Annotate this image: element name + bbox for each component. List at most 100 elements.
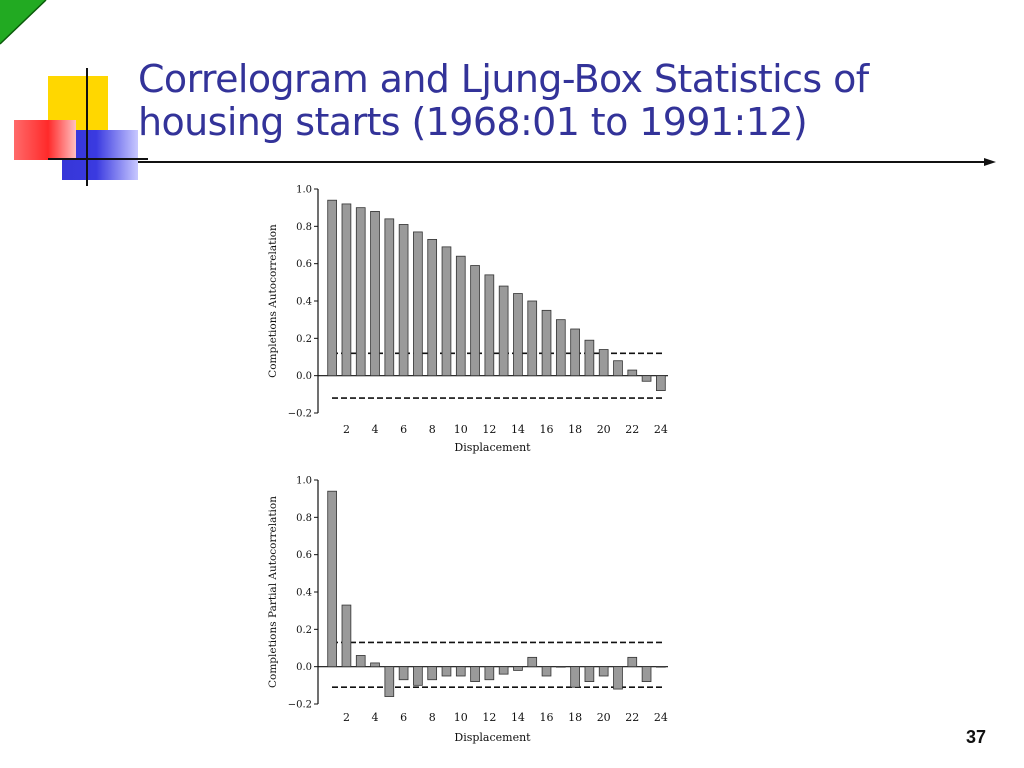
bar-lag-5 — [384, 666, 395, 697]
x-tick-label: 12 — [482, 711, 496, 724]
bar-lag-14 — [513, 666, 523, 671]
bar-lag-21 — [613, 666, 623, 690]
y-tick-label: 0.8 — [296, 222, 312, 233]
y-tick-label: 0.2 — [296, 625, 312, 636]
x-axis-label: Displacement — [454, 731, 531, 744]
corner-triangle-decoration — [0, 0, 47, 45]
bar-lag-9 — [441, 246, 452, 377]
y-tick-label: −0.2 — [288, 409, 312, 420]
y-tick-label: 0.0 — [296, 371, 312, 382]
bar-lag-4 — [370, 662, 380, 668]
y-tick-label: 0.6 — [296, 550, 312, 561]
bar-lag-15 — [527, 300, 538, 377]
bar-lag-12 — [484, 666, 495, 681]
x-tick-label: 4 — [372, 423, 379, 436]
bar-lag-24 — [656, 666, 666, 668]
bar-lag-8 — [427, 238, 438, 377]
bar-lag-24 — [656, 375, 666, 391]
x-tick-label: 8 — [429, 423, 436, 436]
y-tick-label: 0.4 — [296, 588, 312, 599]
y-tick-label: 0.2 — [296, 334, 312, 345]
y-tick-label: 0.0 — [296, 662, 312, 673]
bar-lag-10 — [455, 666, 466, 677]
bar-lag-10 — [455, 255, 466, 377]
bar-lag-2 — [341, 203, 352, 377]
bar-lag-1 — [327, 199, 337, 377]
bar-lag-18 — [570, 666, 580, 688]
x-tick-label: 6 — [400, 711, 407, 724]
bar-lag-9 — [441, 666, 452, 677]
x-tick-label: 20 — [597, 423, 611, 436]
bar-lag-1 — [327, 490, 337, 668]
bar-lag-6 — [398, 224, 409, 377]
bar-lag-22 — [627, 656, 638, 668]
x-tick-label: 18 — [568, 423, 582, 436]
bar-lag-12 — [484, 274, 495, 377]
y-tick-label: 1.0 — [296, 185, 312, 196]
bar-lag-15 — [527, 656, 538, 668]
title-underline-arrow — [138, 158, 996, 166]
bar-lag-7 — [413, 666, 423, 686]
x-tick-label: 14 — [511, 711, 525, 724]
bar-lag-5 — [384, 218, 395, 377]
slide-title: Correlogram and Ljung-Box Statistics of … — [138, 57, 869, 144]
bar-lag-8 — [427, 666, 438, 681]
bar-lag-23 — [641, 666, 652, 683]
x-tick-label: 8 — [429, 711, 436, 724]
red-square-decoration — [14, 120, 76, 160]
x-tick-label: 18 — [568, 711, 582, 724]
x-tick-label: 2 — [343, 423, 350, 436]
page-number: 37 — [965, 727, 986, 747]
x-axis-label: Displacement — [454, 441, 531, 454]
y-tick-label: 0.4 — [296, 297, 312, 308]
bar-lag-2 — [341, 604, 352, 668]
x-tick-label: 24 — [654, 423, 668, 436]
y-tick-label: −0.2 — [288, 700, 312, 711]
bar-lag-16 — [541, 309, 552, 377]
y-tick-label: 0.6 — [296, 259, 312, 270]
bar-lag-17 — [555, 319, 566, 377]
x-tick-label: 10 — [454, 423, 468, 436]
y-axis-label: Completions Autocorrelation — [267, 224, 279, 378]
bar-lag-23 — [641, 375, 652, 382]
bar-lag-19 — [584, 339, 595, 377]
vertical-rule-decoration — [86, 68, 88, 186]
bar-lag-6 — [398, 666, 409, 681]
x-tick-label: 14 — [511, 423, 525, 436]
y-tick-label: 1.0 — [296, 476, 312, 487]
x-tick-label: 12 — [482, 423, 496, 436]
bar-lag-18 — [570, 328, 580, 377]
bar-lag-20 — [598, 349, 609, 377]
bar-lag-7 — [413, 231, 423, 377]
bar-lag-11 — [470, 265, 480, 377]
x-tick-label: 20 — [597, 711, 611, 724]
bar-lag-20 — [598, 666, 609, 677]
x-tick-label: 24 — [654, 711, 668, 724]
x-tick-label: 16 — [540, 711, 554, 724]
y-tick-label: 0.8 — [296, 513, 312, 524]
y-axis-label: Completions Partial Autocorrelation — [267, 496, 279, 688]
x-tick-label: 22 — [625, 423, 639, 436]
bar-lag-22 — [627, 369, 638, 377]
chart-panel-1: 1.00.80.60.40.20.0−0.22 4 6 8 10 12 14 16 18 20 22… — [267, 185, 668, 454]
short-horizontal-rule — [48, 158, 148, 160]
bar-lag-3 — [355, 655, 366, 668]
bar-lag-13 — [498, 666, 509, 675]
bar-lag-4 — [370, 210, 380, 377]
bar-lag-11 — [470, 666, 480, 683]
x-tick-label: 4 — [372, 711, 379, 724]
bar-lag-13 — [498, 285, 509, 377]
bar-lag-17 — [555, 666, 566, 668]
chart-panel-2: 1.00.80.60.40.20.0−0.22 4 6 8 10 12 14 16 18 20 22… — [267, 476, 668, 744]
x-tick-label: 16 — [540, 423, 554, 436]
x-tick-label: 10 — [454, 711, 468, 724]
bar-lag-3 — [355, 207, 366, 377]
bar-lag-21 — [613, 360, 623, 377]
x-tick-label: 22 — [625, 711, 639, 724]
x-tick-label: 2 — [343, 711, 350, 724]
x-tick-label: 6 — [400, 423, 407, 436]
bar-lag-16 — [541, 666, 552, 677]
bar-lag-14 — [513, 293, 523, 377]
bar-lag-19 — [584, 666, 595, 683]
